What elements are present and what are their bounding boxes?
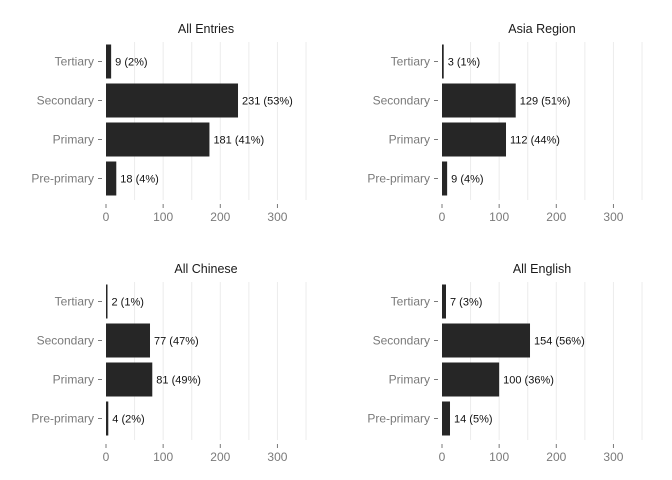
y-tick-label: Pre-primary <box>31 172 94 186</box>
y-tick-label: Secondary <box>37 334 94 348</box>
data-label: 9 (4%) <box>451 174 483 186</box>
x-tick-label: 300 <box>603 450 623 464</box>
y-tick-label: Primary <box>53 373 94 387</box>
bar <box>106 161 117 196</box>
y-tick-label: Tertiary <box>391 295 430 309</box>
bar <box>106 362 153 397</box>
bar <box>442 44 444 79</box>
chart-panel-2: Asia Region Tertiary 3 (1%) Secondary 129 (5… <box>367 22 643 224</box>
x-tick-label: 300 <box>267 450 287 464</box>
y-tick-label: Secondary <box>37 94 94 108</box>
y-tick-label: Primary <box>389 373 430 387</box>
chart-panel-4: All English Tertiary 7 (3%) Secondary 154 (5… <box>367 262 643 464</box>
panel-title: All Chinese <box>174 262 237 276</box>
y-tick-label: Secondary <box>373 334 430 348</box>
bar <box>106 323 151 358</box>
data-label: 18 (4%) <box>120 174 159 186</box>
x-tick-label: 200 <box>210 210 230 224</box>
x-tick-label: 300 <box>267 210 287 224</box>
x-tick-label: 0 <box>103 450 110 464</box>
panel-title: All Entries <box>178 22 234 36</box>
x-tick-label: 200 <box>546 210 566 224</box>
data-label: 77 (47%) <box>154 336 199 348</box>
x-tick-label: 200 <box>210 450 230 464</box>
y-tick-label: Tertiary <box>55 55 94 69</box>
bar <box>106 284 108 319</box>
chart-panel-3: All Chinese Tertiary 2 (1%) Secondary 77 (47… <box>31 262 307 464</box>
data-label: 129 (51%) <box>520 96 571 108</box>
y-tick-label: Pre-primary <box>367 412 430 426</box>
x-tick-label: 100 <box>489 210 509 224</box>
bar <box>442 284 447 319</box>
panel-title: Asia Region <box>508 22 575 36</box>
x-tick-label: 200 <box>546 450 566 464</box>
x-tick-label: 100 <box>489 450 509 464</box>
bar <box>442 161 448 196</box>
data-label: 231 (53%) <box>242 96 293 108</box>
y-tick-label: Tertiary <box>391 55 430 69</box>
data-label: 2 (1%) <box>112 297 144 309</box>
x-tick-label: 100 <box>153 210 173 224</box>
bar <box>442 401 451 436</box>
bar <box>106 83 239 118</box>
y-tick-label: Primary <box>53 133 94 147</box>
x-tick-label: 300 <box>603 210 623 224</box>
chart-panel-1: All Entries Tertiary 9 (2%) Secondary 231 (5… <box>31 22 307 224</box>
y-tick-label: Primary <box>389 133 430 147</box>
bar <box>442 122 507 157</box>
data-label: 81 (49%) <box>156 375 201 387</box>
data-label: 4 (2%) <box>112 414 144 426</box>
data-label: 7 (3%) <box>450 297 482 309</box>
x-tick-label: 100 <box>153 450 173 464</box>
y-tick-label: Tertiary <box>55 295 94 309</box>
data-label: 14 (5%) <box>454 414 493 426</box>
bar <box>106 44 112 79</box>
data-label: 181 (41%) <box>213 135 264 147</box>
bar <box>442 323 531 358</box>
data-label: 100 (36%) <box>503 375 554 387</box>
bar <box>106 401 109 436</box>
data-label: 3 (1%) <box>448 57 480 69</box>
bar <box>106 122 210 157</box>
data-label: 112 (44%) <box>510 135 560 147</box>
y-tick-label: Pre-primary <box>31 412 94 426</box>
data-label: 154 (56%) <box>534 336 585 348</box>
x-tick-label: 0 <box>439 210 446 224</box>
data-label: 9 (2%) <box>115 57 147 69</box>
bar <box>442 362 500 397</box>
x-tick-label: 0 <box>439 450 446 464</box>
x-tick-label: 0 <box>103 210 110 224</box>
bar <box>442 83 516 118</box>
y-tick-label: Secondary <box>373 94 430 108</box>
panel-title: All English <box>513 262 571 276</box>
y-tick-label: Pre-primary <box>367 172 430 186</box>
